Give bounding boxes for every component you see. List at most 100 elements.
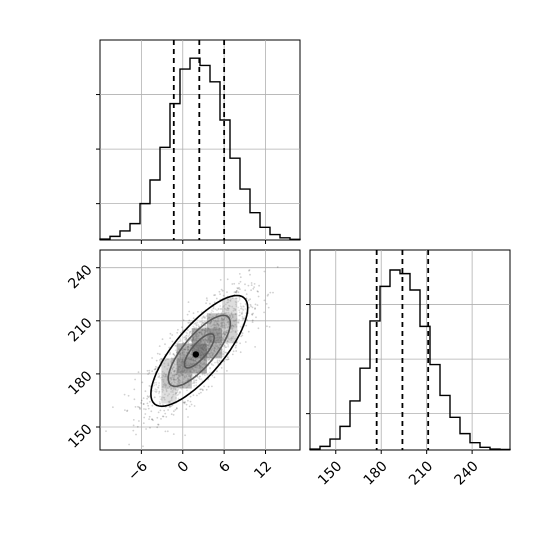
scatter-point: [227, 325, 230, 328]
scatter-point: [151, 418, 154, 421]
scatter-point: [226, 370, 228, 372]
scatter-point: [185, 387, 188, 389]
scatter-point: [184, 346, 187, 349]
scatter-point: [175, 397, 177, 399]
scatter-point: [226, 307, 229, 309]
scatter-point: [217, 319, 219, 322]
scatter-point: [221, 353, 224, 356]
scatter-point: [183, 355, 186, 358]
scatter-point: [213, 301, 216, 304]
x-tick-label: 240: [452, 458, 482, 488]
scatter-point: [168, 400, 171, 403]
scatter-point: [159, 359, 161, 361]
scatter-point: [187, 399, 189, 402]
scatter-point: [217, 320, 220, 323]
scatter-point: [182, 353, 184, 355]
scatter-point: [216, 344, 219, 347]
scatter-point: [224, 312, 227, 315]
scatter-point: [217, 324, 220, 327]
scatter-point: [210, 311, 213, 314]
scatter-point: [184, 335, 187, 338]
scatter-point: [227, 323, 230, 326]
scatter-point: [193, 405, 196, 407]
scatter-point: [189, 331, 192, 333]
scatter-point: [128, 443, 131, 446]
scatter-point: [183, 336, 185, 339]
scatter-point: [157, 423, 160, 426]
scatter-point: [146, 369, 149, 372]
scatter-point: [187, 384, 190, 387]
scatter-point: [226, 278, 229, 281]
scatter-point: [188, 373, 191, 376]
scatter-point: [162, 403, 164, 406]
scatter-point: [223, 360, 225, 363]
scatter-point: [184, 338, 187, 341]
scatter-point: [191, 375, 194, 377]
scatter-point: [222, 339, 225, 342]
scatter-point: [183, 355, 185, 358]
scatter-point: [141, 381, 144, 384]
scatter-point: [210, 316, 213, 319]
scatter-point: [154, 388, 157, 391]
scatter-point: [174, 388, 177, 390]
scatter-point: [240, 313, 243, 315]
scatter-point: [157, 423, 159, 426]
scatter-point: [148, 369, 151, 372]
scatter-point: [175, 373, 177, 376]
scatter-point: [127, 394, 130, 397]
scatter-point: [188, 310, 191, 313]
scatter-point: [147, 396, 150, 399]
scatter-point: [239, 276, 242, 279]
axis-ticks: [96, 94, 267, 244]
scatter-point: [174, 408, 177, 411]
scatter-point: [266, 294, 269, 297]
scatter-point: [140, 402, 143, 404]
scatter-point: [215, 325, 218, 328]
scatter-point: [183, 375, 186, 378]
scatter-point: [249, 298, 252, 301]
scatter-point: [230, 331, 233, 333]
scatter-point: [167, 409, 170, 411]
scatter-point: [201, 320, 204, 322]
scatter-point: [203, 385, 206, 388]
scatter-point: [226, 298, 229, 301]
scatter-point: [242, 318, 245, 321]
scatter-point: [210, 325, 213, 328]
scatter-point: [173, 378, 175, 381]
scatter-point: [161, 399, 163, 401]
scatter-point: [168, 346, 171, 349]
scatter-point: [235, 301, 238, 304]
scatter-point: [200, 391, 202, 394]
scatter-point: [251, 314, 254, 316]
scatter-point: [161, 376, 163, 379]
scatter-point: [268, 326, 271, 328]
scatter-point: [221, 337, 224, 340]
scatter-point: [176, 391, 179, 394]
scatter-point: [170, 357, 173, 360]
quantile-lines: [172, 40, 226, 240]
scatter-point: [236, 333, 239, 335]
scatter-point: [214, 350, 217, 353]
scatter-point: [176, 389, 179, 391]
scatter-point: [175, 392, 178, 394]
scatter-point: [193, 380, 196, 382]
scatter-point: [238, 273, 241, 275]
scatter-point: [232, 325, 235, 328]
scatter-point: [175, 378, 178, 381]
scatter-point: [231, 316, 234, 318]
scatter-point: [211, 363, 213, 366]
scatter-point: [220, 307, 223, 310]
scatter-point: [133, 398, 136, 401]
scatter-point: [223, 318, 225, 321]
scatter-point: [245, 293, 248, 295]
scatter-point: [213, 350, 216, 352]
scatter-point: [164, 393, 166, 396]
scatter-point: [144, 408, 147, 411]
scatter-point: [250, 284, 253, 286]
scatter-point: [241, 311, 244, 313]
scatter-point: [189, 356, 192, 359]
scatter-point: [174, 379, 177, 381]
scatter-point: [214, 361, 216, 364]
scatter-point: [170, 378, 173, 380]
scatter-point: [231, 328, 234, 331]
